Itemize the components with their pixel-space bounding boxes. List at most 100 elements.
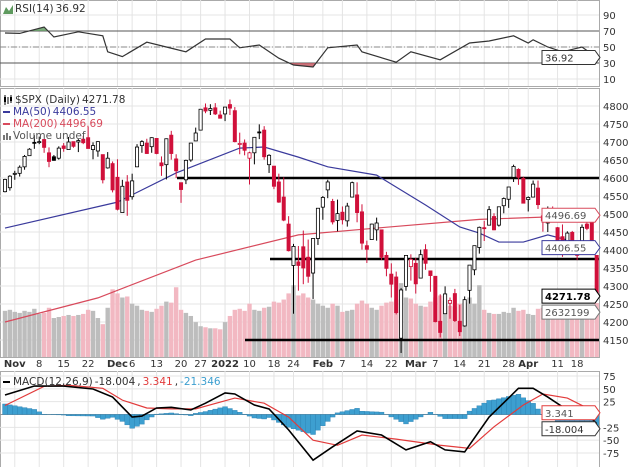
volume-bar: [27, 311, 32, 357]
candle-body: [125, 181, 130, 201]
macd-histogram-bar: [481, 402, 487, 415]
volume-bar: [56, 316, 61, 357]
macd-histogram-bar: [237, 412, 243, 415]
rsi-label: RSI(14): [15, 3, 54, 15]
x-axis-label: 18: [268, 359, 281, 370]
volume-bar: [442, 300, 448, 357]
volume-bar: [496, 313, 502, 357]
macd-value: -18.004: [94, 376, 136, 388]
volume-bar: [232, 309, 238, 357]
rsi-tick-label: 30: [603, 59, 616, 70]
macd-histogram-bar: [471, 408, 478, 415]
volume-bar: [589, 306, 594, 357]
volume-bar: [257, 310, 262, 357]
volume-bar: [516, 310, 521, 357]
candle-body: [335, 213, 340, 221]
candle-body: [345, 205, 350, 222]
volume-bar: [217, 329, 223, 357]
ma200-value-tag-text: 4496.69: [545, 211, 586, 222]
volume-bar: [555, 309, 560, 357]
x-axis-label: 27: [194, 359, 207, 370]
candle-body: [413, 262, 418, 285]
macd-histogram-bar: [105, 414, 111, 419]
macd-histogram-bar: [315, 414, 321, 431]
candle-body: [179, 182, 184, 190]
rsi-tick-label: 70: [603, 27, 616, 38]
candle-body: [262, 129, 267, 158]
macd-label: MACD(12,26,9): [13, 376, 93, 388]
x-axis-label: 18: [571, 359, 584, 370]
x-axis-label: 7: [339, 359, 345, 370]
separator: ,: [174, 376, 179, 388]
x-axis-label: 20: [175, 359, 188, 370]
volume-bar: [428, 301, 433, 357]
volume-bar: [85, 309, 91, 357]
macd-histogram-bar: [144, 414, 150, 421]
last-price-tag-box: [541, 288, 601, 304]
candle-body: [350, 182, 355, 198]
macd-histogram-bar: [515, 393, 522, 415]
macd-histogram-bar: [188, 414, 194, 416]
macd-histogram-bar: [12, 405, 18, 415]
volume-bar: [193, 322, 198, 357]
volume-bar: [447, 305, 453, 357]
price-tick-label: 4250: [603, 300, 628, 311]
volume-value-tag: 2632199: [541, 304, 601, 320]
macd-signal-tag-box: [541, 405, 601, 421]
candle-body: [61, 145, 66, 149]
volume-bar: [227, 315, 233, 357]
rsi-value: 36.92: [55, 3, 86, 15]
macd-histogram-bar: [466, 410, 473, 415]
volume-bar: [491, 313, 497, 357]
volume-bar: [41, 312, 47, 357]
macd-histogram-bar: [310, 414, 316, 435]
macd-histogram-bar: [359, 411, 365, 415]
rsi-oversold-fill: [5, 63, 597, 67]
candle-body: [516, 168, 521, 178]
ma200-value: 4496.69: [59, 118, 103, 130]
volume-bar: [266, 306, 272, 357]
x-axis-label: Dec: [107, 359, 128, 370]
volume-bar: [222, 322, 228, 357]
macd-histogram-bar: [373, 411, 380, 415]
volume-bar: [129, 303, 135, 357]
candle-body: [447, 299, 452, 304]
volume-bar: [433, 297, 438, 357]
candle-body: [139, 141, 144, 146]
x-axis-label: 8: [36, 359, 42, 370]
macd-histogram-bar: [378, 411, 385, 415]
macd-histogram-bar: [149, 414, 155, 418]
ma50-value-tag-box: [541, 240, 601, 256]
macd-histogram-bar: [124, 414, 130, 426]
volume-bar: [345, 310, 350, 357]
candle-body: [12, 172, 17, 175]
candle-body: [452, 293, 457, 321]
volume-bar: [164, 301, 169, 357]
candle-body: [7, 175, 12, 189]
candle-body: [56, 147, 61, 159]
price-tick-label: 4800: [603, 102, 628, 113]
candle-body: [438, 320, 443, 333]
macd-histogram-bar: [100, 414, 106, 420]
candle-body: [384, 254, 389, 269]
rsi-frame: [0, 0, 600, 87]
candle-body: [76, 140, 81, 143]
macd-histogram-bar: [442, 414, 448, 419]
candle-body: [115, 176, 120, 210]
volume-bar: [565, 311, 570, 357]
x-axis-label: 21: [478, 359, 491, 370]
ma50-swatch: [3, 111, 10, 113]
volume-bar: [359, 300, 365, 357]
volume-bar: [252, 309, 257, 357]
ma200-line: [4, 214, 597, 323]
candle-body: [487, 209, 492, 226]
volume-bar: [296, 295, 301, 357]
macd-histogram-bar: [305, 414, 311, 434]
volume-bar: [46, 307, 52, 357]
price-tick-label: 4700: [603, 138, 628, 149]
macd-histogram-bar: [388, 414, 394, 418]
rsi-line: [4, 26, 598, 68]
candle-body: [330, 200, 335, 223]
volume-bar: [467, 297, 472, 357]
candle-body: [506, 186, 511, 200]
